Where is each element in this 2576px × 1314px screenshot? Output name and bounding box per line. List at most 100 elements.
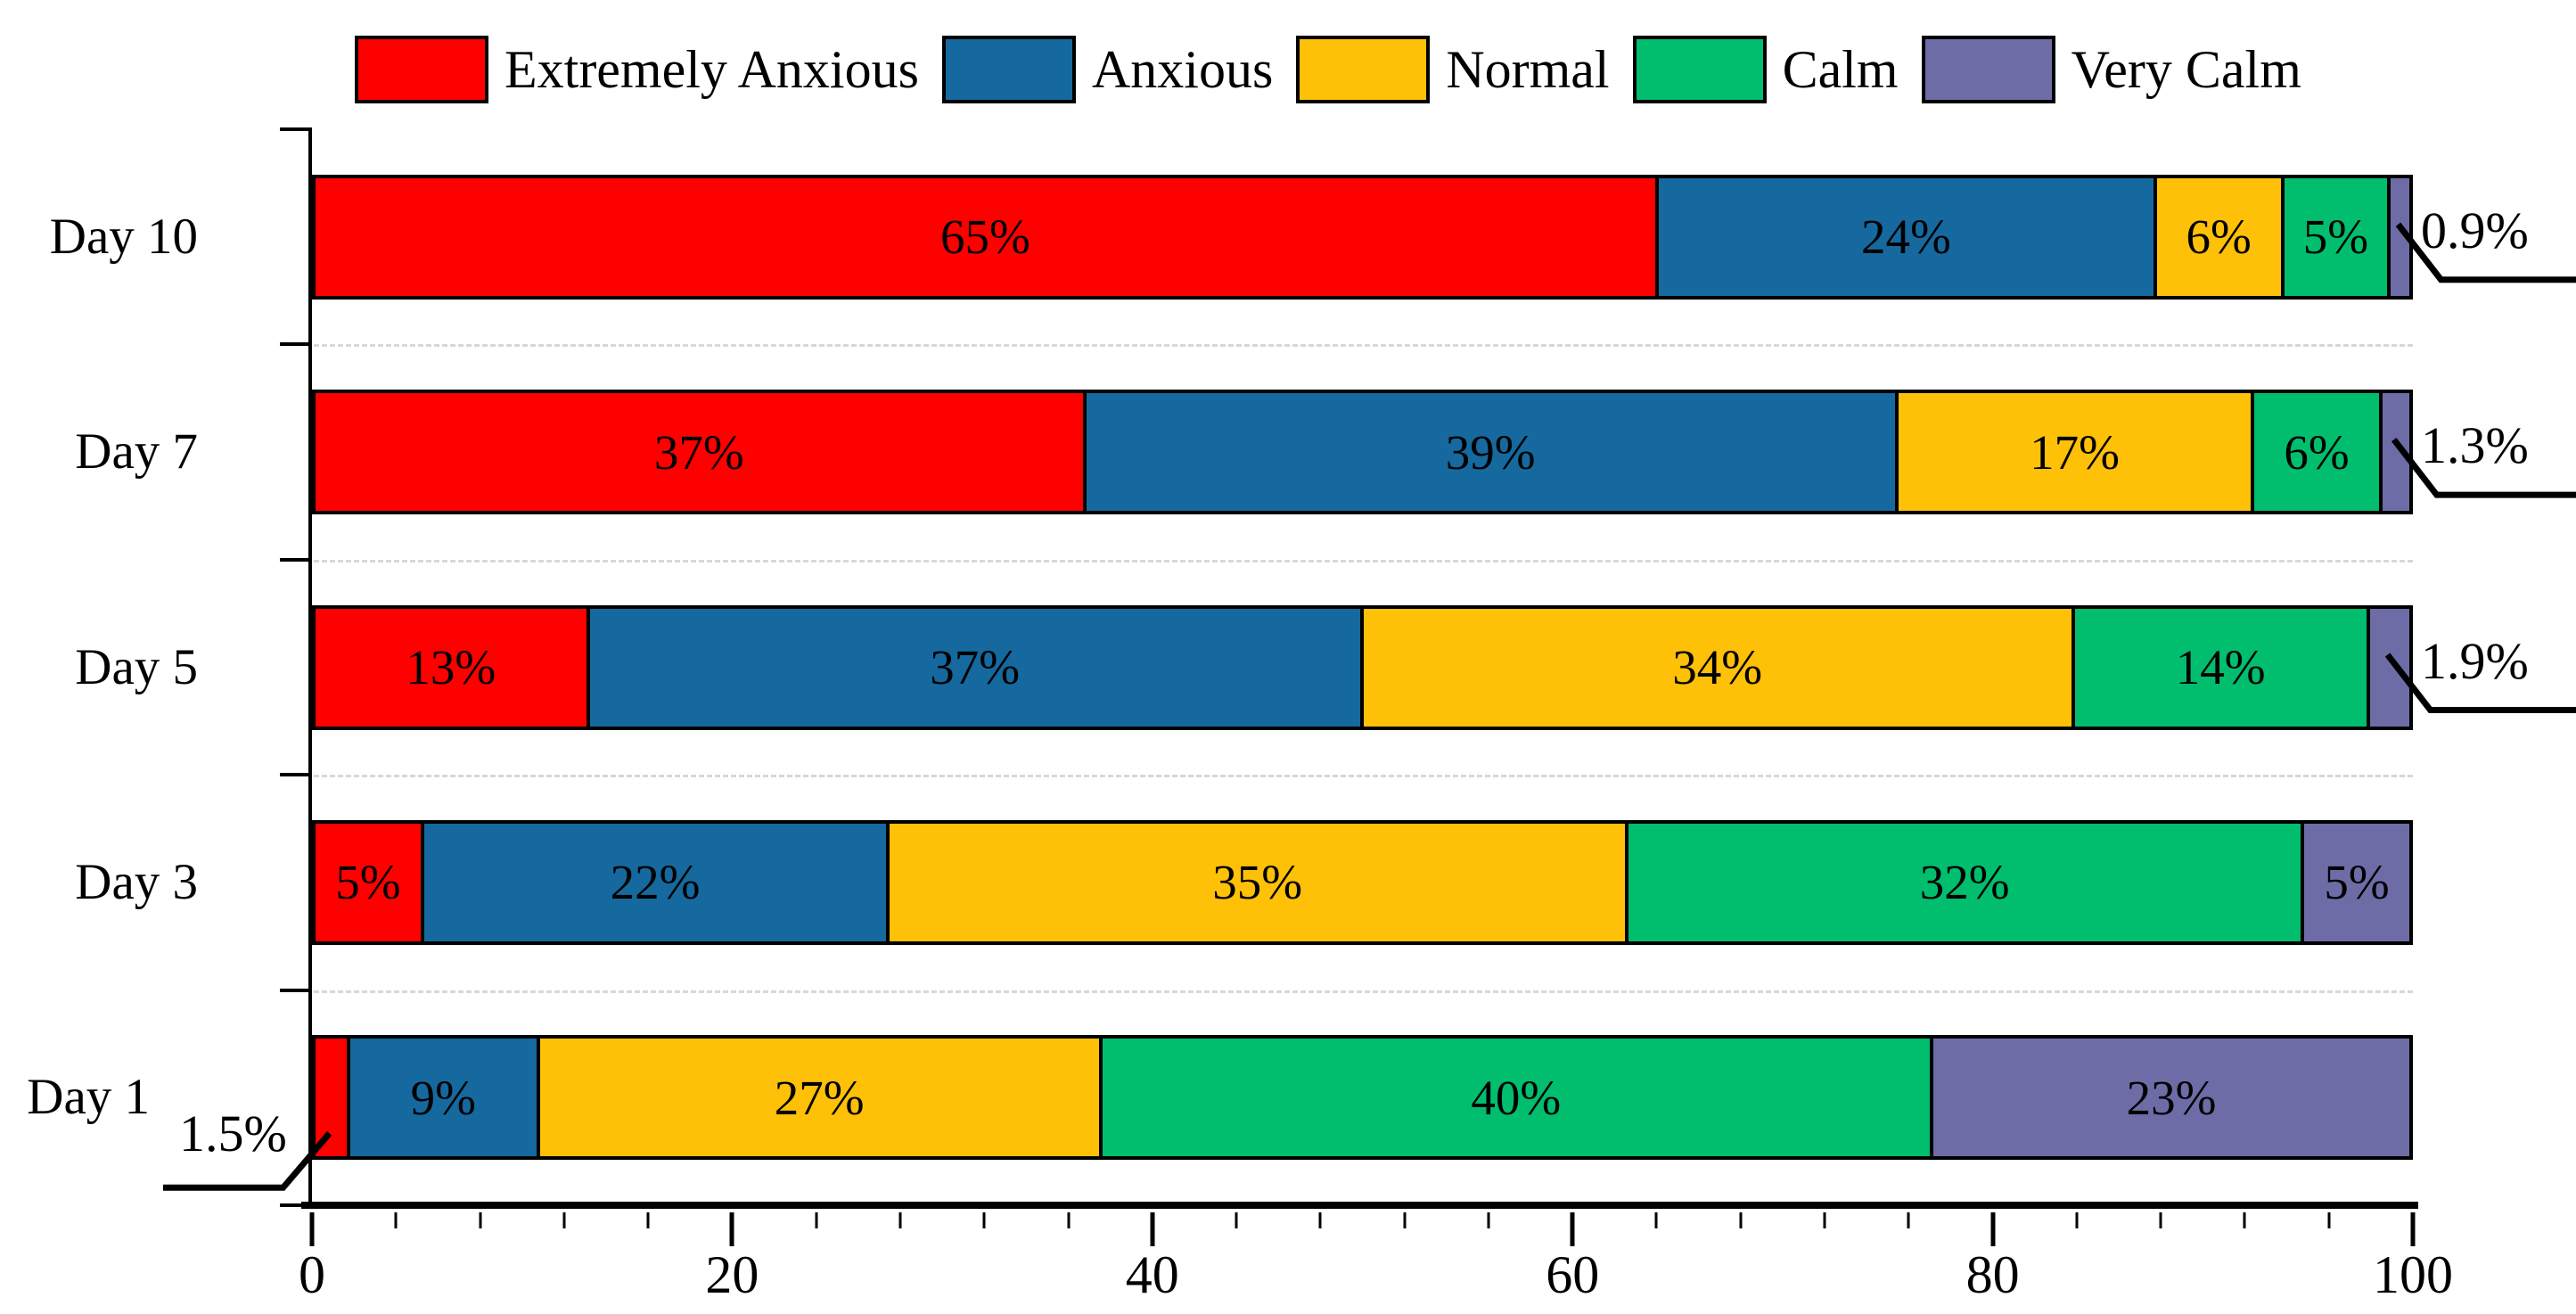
bar-segment-anxious: 37% xyxy=(586,604,1364,730)
x-axis-tick-label: 100 xyxy=(2373,1245,2453,1304)
bar-segment-very-calm: 23% xyxy=(1930,1035,2414,1161)
bar-row: 9% 27% 40% 23% xyxy=(312,1035,2414,1161)
segment-value-label: 23% xyxy=(2126,1070,2217,1125)
x-axis-major-tick xyxy=(1990,1212,1996,1246)
legend-item-anxious: Anxious xyxy=(941,36,1274,103)
plot-area: 65% 24% 6% 5% 37% 39% 17% 6% 13% 37% 34% 14% 5% 22% 35… xyxy=(280,127,2453,1302)
bar-segment-extremely-anxious: 13% xyxy=(312,604,590,730)
bar-row: 37% 39% 17% 6% xyxy=(312,390,2413,515)
legend-item-extremely-anxious: Extremely Anxious xyxy=(355,36,919,103)
x-axis-tick-label: 60 xyxy=(1546,1245,1600,1304)
bar-segment-calm: 5% xyxy=(2280,174,2391,300)
x-axis-major-tick xyxy=(1150,1212,1155,1246)
y-axis-tick xyxy=(280,342,310,347)
segment-value-label: 40% xyxy=(1471,1070,1562,1125)
segment-value-label: 27% xyxy=(774,1070,865,1125)
y-axis-tick xyxy=(280,1203,310,1207)
callout-value-label: 1.5% xyxy=(179,1105,287,1163)
gridline xyxy=(314,990,2413,993)
x-axis-minor-tick xyxy=(562,1212,566,1228)
bar-segment-normal: 6% xyxy=(2153,174,2285,300)
segment-value-label: 5% xyxy=(2324,855,2390,910)
gridline xyxy=(314,775,2413,778)
segment-value-label: 37% xyxy=(930,640,1021,694)
bar-segment-extremely-anxious: 65% xyxy=(312,174,1659,300)
x-axis-tick-label: 40 xyxy=(1125,1245,1179,1304)
y-axis-line xyxy=(308,127,312,1209)
segment-value-label: 35% xyxy=(1212,855,1303,910)
segment-value-label: 5% xyxy=(2302,209,2369,265)
bar-segment-calm: 6% xyxy=(2251,390,2383,515)
bar-row: 5% 22% 35% 32% 5% xyxy=(312,819,2413,945)
x-axis-minor-tick xyxy=(394,1212,398,1228)
segment-value-label: 37% xyxy=(653,424,744,480)
legend-item-very-calm: Very Calm xyxy=(1921,36,2301,103)
segment-value-label: 6% xyxy=(2186,209,2252,265)
legend-label: Anxious xyxy=(1091,40,1274,99)
bar-segment-normal: 17% xyxy=(1894,390,2255,515)
bar-segment-very-calm xyxy=(2387,174,2413,300)
x-axis-minor-tick xyxy=(815,1212,818,1228)
x-axis-tick-label: 80 xyxy=(1965,1245,2020,1304)
legend-item-calm: Calm xyxy=(1632,36,1899,103)
bar-segment-anxious: 9% xyxy=(346,1035,540,1161)
category-label: Day 1 xyxy=(27,1069,150,1126)
x-axis-minor-tick xyxy=(1823,1212,1826,1228)
category-label: Day 10 xyxy=(49,208,198,265)
segment-value-label: 65% xyxy=(940,209,1030,265)
bar-segment-calm: 40% xyxy=(1098,1035,1934,1161)
category-label: Day 5 xyxy=(75,638,198,695)
x-axis-minor-tick xyxy=(479,1212,482,1228)
callout-value-label: 1.3% xyxy=(2421,416,2529,475)
segment-value-label: 6% xyxy=(2284,424,2350,480)
category-label: Day 3 xyxy=(75,853,198,910)
x-axis-tick-label: 0 xyxy=(299,1245,325,1304)
callout-value-label: 0.9% xyxy=(2421,201,2529,259)
x-axis-minor-tick xyxy=(1403,1212,1407,1228)
x-axis-minor-tick xyxy=(1067,1212,1071,1228)
bar-segment-calm: 32% xyxy=(1625,819,2305,945)
legend-label: Normal xyxy=(1446,40,1610,99)
bar-row: 13% 37% 34% 14% xyxy=(312,604,2414,730)
x-axis-minor-tick xyxy=(1739,1212,1743,1228)
x-axis-major-tick xyxy=(309,1212,315,1246)
x-axis-major-tick xyxy=(2410,1212,2416,1246)
bar-segment-calm: 14% xyxy=(2071,604,2370,730)
segment-value-label: 22% xyxy=(610,855,701,910)
bar-segment-very-calm: 5% xyxy=(2301,819,2413,945)
x-axis-minor-tick xyxy=(2327,1212,2331,1228)
chart-legend: Extremely Anxious Anxious Normal Calm Very C… xyxy=(355,36,2301,103)
bar-segment-anxious: 24% xyxy=(1654,174,2157,300)
x-axis-minor-tick xyxy=(1907,1212,1910,1228)
bar-segment-normal: 27% xyxy=(536,1035,1103,1161)
legend-swatch xyxy=(1921,36,2055,103)
y-axis-tick xyxy=(280,557,310,562)
segment-value-label: 32% xyxy=(1919,855,2010,910)
bar-segment-normal: 34% xyxy=(1359,604,2075,730)
bar-segment-anxious: 22% xyxy=(420,819,890,945)
segment-value-label: 14% xyxy=(2175,640,2266,694)
x-axis-line xyxy=(301,1202,2418,1209)
x-axis-major-tick xyxy=(1570,1212,1575,1246)
y-axis-tick xyxy=(280,988,310,992)
bar-segment-normal: 35% xyxy=(886,819,1629,945)
segment-value-label: 34% xyxy=(1672,640,1763,694)
legend-label: Very Calm xyxy=(2071,40,2301,99)
x-axis-major-tick xyxy=(729,1212,734,1246)
segment-value-label: 13% xyxy=(406,640,496,694)
legend-swatch xyxy=(1296,36,1431,103)
x-axis-minor-tick xyxy=(1235,1212,1238,1228)
x-axis-minor-tick xyxy=(898,1212,902,1228)
y-axis-tick xyxy=(280,127,310,131)
legend-swatch xyxy=(1632,36,1767,103)
legend-swatch xyxy=(941,36,1076,103)
bar-segment-extremely-anxious: 5% xyxy=(312,819,424,945)
x-axis-minor-tick xyxy=(982,1212,986,1228)
segment-value-label: 39% xyxy=(1445,424,1536,480)
x-axis-minor-tick xyxy=(2159,1212,2162,1228)
segment-value-label: 17% xyxy=(2030,424,2120,480)
segment-value-label: 9% xyxy=(410,1070,476,1125)
segment-value-label: 24% xyxy=(1860,209,1951,265)
bar-row: 65% 24% 6% 5% xyxy=(312,174,2413,300)
